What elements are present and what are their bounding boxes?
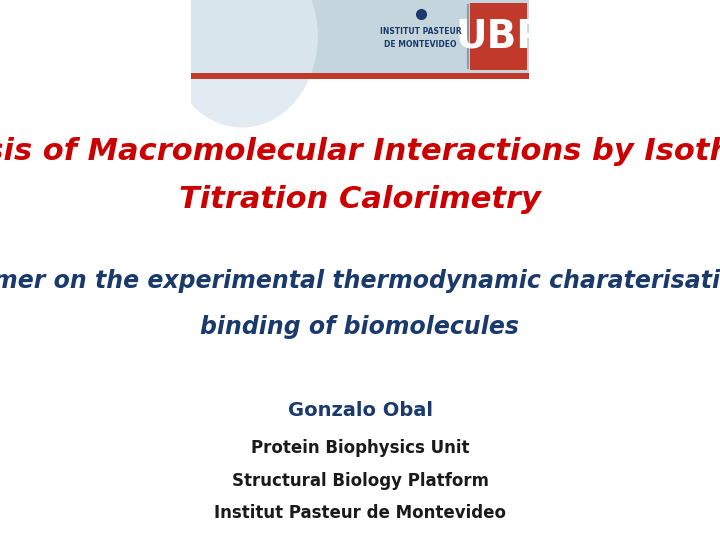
Text: Titration Calorimetry: Titration Calorimetry xyxy=(179,185,541,214)
Text: Institut Pasteur de Montevideo: Institut Pasteur de Montevideo xyxy=(214,504,506,522)
Text: Protein Biophysics Unit: Protein Biophysics Unit xyxy=(251,439,469,457)
Text: INSTITUT PASTEUR: INSTITUT PASTEUR xyxy=(380,26,462,36)
Bar xyxy=(469,3,527,70)
Text: A primer on the experimental thermodynamic charaterisation of: A primer on the experimental thermodynam… xyxy=(0,269,720,293)
Bar xyxy=(192,0,528,73)
Text: Gonzalo Obal: Gonzalo Obal xyxy=(287,401,433,420)
Bar xyxy=(192,73,528,79)
Text: UBP: UBP xyxy=(455,17,545,56)
Text: Structural Biology Platform: Structural Biology Platform xyxy=(232,471,488,490)
Text: Analysis of Macromolecular Interactions by Isothermal: Analysis of Macromolecular Interactions … xyxy=(0,137,720,166)
Text: DE MONTEVIDEO: DE MONTEVIDEO xyxy=(384,40,457,49)
Ellipse shape xyxy=(166,0,318,127)
Text: binding of biomolecules: binding of biomolecules xyxy=(200,315,520,339)
